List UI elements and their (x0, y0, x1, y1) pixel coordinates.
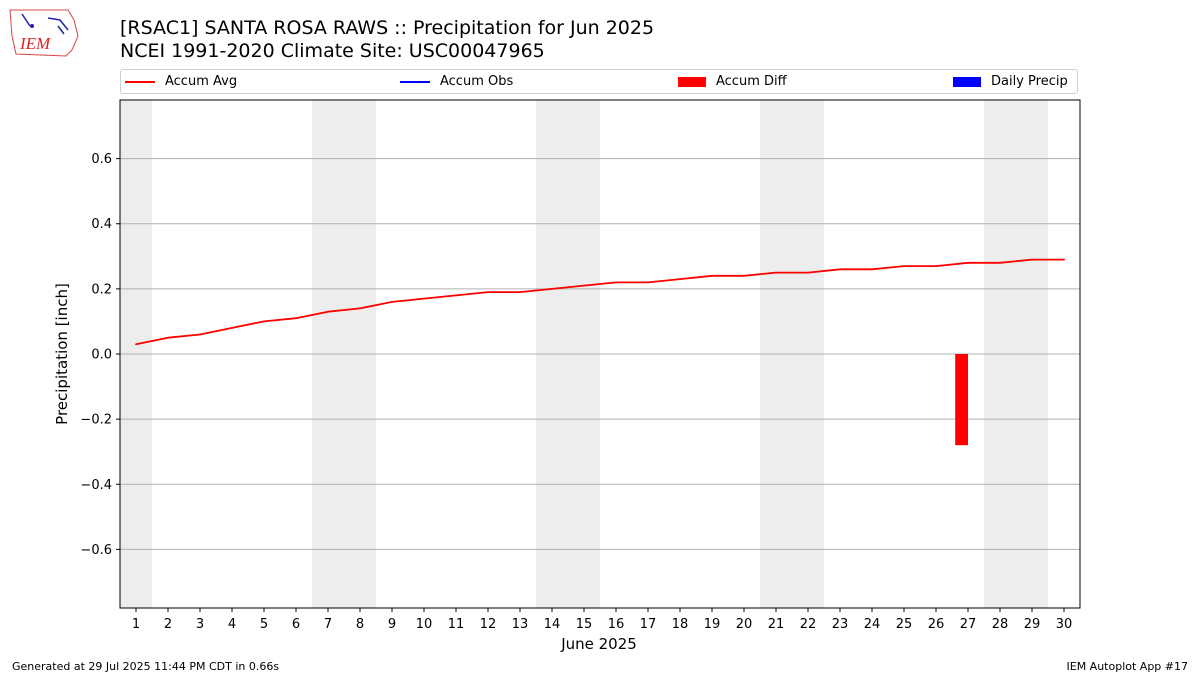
app-credit: IEM Autoplot App #17 (1066, 660, 1189, 673)
accum-avg-point-16 (615, 281, 617, 284)
x-tick-label-12: 12 (480, 617, 497, 632)
logo-text: IEM (19, 34, 51, 53)
x-tick-label-26: 26 (928, 617, 945, 632)
legend-label-accum-avg: Accum Avg (165, 74, 238, 89)
legend-swatch-accum-avg (125, 80, 155, 83)
accum-avg-point-12 (487, 291, 489, 294)
accum-avg-point-30 (1063, 258, 1065, 261)
x-tick-label-29: 29 (1024, 617, 1041, 632)
weekend-shade-2 (536, 100, 600, 608)
legend-item-accum-diff: Accum Diff (678, 70, 787, 93)
iem-logo: IEM (9, 9, 79, 57)
accum-avg-point-28 (999, 261, 1001, 264)
generated-timestamp: Generated at 29 Jul 2025 11:44 PM CDT in… (12, 660, 280, 673)
x-tick-label-22: 22 (800, 617, 817, 632)
legend-label-accum-obs: Accum Obs (440, 74, 514, 89)
x-tick-label-24: 24 (864, 617, 881, 632)
x-tick-label-16: 16 (608, 617, 625, 632)
accum-avg-point-13 (519, 291, 521, 294)
legend-item-daily-precip: Daily Precip (953, 70, 1068, 93)
y-tick-label-6: 0.6 (91, 152, 112, 167)
x-tick-label-8: 8 (356, 617, 364, 632)
accum-avg-point-24 (871, 268, 873, 271)
accum-avg-point-3 (199, 333, 201, 336)
x-tick-label-20: 20 (736, 617, 753, 632)
x-tick-label-5: 5 (260, 617, 268, 632)
x-tick-label-11: 11 (448, 617, 465, 632)
accum-avg-point-21 (775, 271, 777, 274)
x-tick-label-14: 14 (544, 617, 561, 632)
weekend-shade-1 (312, 100, 376, 608)
accum-avg-point-15 (583, 284, 585, 287)
y-tick-label-3: 0.0 (91, 348, 112, 363)
accum-avg-point-19 (711, 274, 713, 277)
weekend-shade-0 (120, 100, 152, 608)
accum-avg-point-25 (903, 265, 905, 267)
y-tick-label-1: −0.4 (80, 478, 112, 493)
x-tick-label-28: 28 (992, 617, 1009, 632)
accum-avg-point-14 (551, 287, 553, 290)
x-tick-label-27: 27 (960, 617, 977, 632)
x-tick-label-7: 7 (324, 617, 332, 632)
x-tick-label-9: 9 (388, 617, 396, 632)
plot-frame (119, 99, 1081, 609)
x-tick-label-15: 15 (576, 617, 593, 632)
accum-diff-bar-0 (955, 354, 968, 446)
legend-item-accum-avg: Accum Avg (125, 70, 237, 93)
accum-avg-point-22 (807, 271, 809, 274)
chart-title: [RSAC1] SANTA ROSA RAWS :: Precipitation… (120, 17, 655, 39)
accum-avg-point-20 (743, 274, 745, 277)
x-tick-label-13: 13 (512, 617, 529, 632)
weekend-shade-3 (760, 100, 824, 608)
weekend-shade-4 (984, 100, 1048, 608)
accum-avg-point-26 (935, 265, 937, 267)
x-tick-label-30: 30 (1056, 617, 1073, 632)
x-axis-label: June 2025 (560, 635, 637, 653)
y-tick-label-0: −0.6 (80, 543, 112, 558)
legend-label-daily-precip: Daily Precip (991, 74, 1068, 89)
accum-avg-point-29 (1031, 258, 1033, 261)
x-tick-label-19: 19 (704, 617, 721, 632)
legend-swatch-accum-diff (678, 76, 706, 87)
accum-avg-point-1 (135, 343, 137, 346)
accum-avg-line (135, 258, 1064, 346)
x-tick-label-21: 21 (768, 617, 785, 632)
legend-swatch-accum-obs (400, 80, 430, 83)
accum-avg-point-23 (839, 268, 841, 271)
legend-swatch-daily-precip (953, 76, 981, 87)
accum-avg-point-7 (327, 310, 329, 313)
y-tick-label-4: 0.2 (91, 282, 112, 297)
y-axis-label: Precipitation [inch] (53, 283, 71, 425)
logo-dot-icon (30, 24, 34, 28)
y-tick-label-2: −0.2 (80, 413, 112, 428)
x-tick-label-25: 25 (896, 617, 913, 632)
accum-avg-point-8 (359, 307, 361, 310)
x-tick-label-18: 18 (672, 617, 689, 632)
x-tick-label-23: 23 (832, 617, 849, 632)
accum-avg-point-18 (679, 278, 681, 281)
accum-avg-point-5 (263, 320, 265, 323)
logo-signal-icon (21, 13, 69, 35)
accum-avg-point-9 (391, 300, 393, 303)
accum-avg-point-4 (231, 327, 233, 329)
x-tick-label-1: 1 (132, 617, 140, 632)
x-tick-label-2: 2 (164, 617, 172, 632)
chart-subtitle: NCEI 1991-2020 Climate Site: USC00047965 (120, 40, 545, 62)
x-tick-label-17: 17 (640, 617, 657, 632)
accum-avg-point-11 (455, 294, 457, 297)
x-tick-label-3: 3 (196, 617, 204, 632)
accum-avg-point-6 (295, 317, 297, 320)
x-tick-label-4: 4 (228, 617, 236, 632)
legend-label-accum-diff: Accum Diff (716, 74, 787, 89)
accum-avg-point-17 (647, 281, 649, 284)
chart-legend: Accum Avg Accum Obs Accum Diff Daily Pre… (120, 69, 1078, 94)
accum-avg-point-10 (423, 297, 425, 300)
legend-item-accum-obs: Accum Obs (400, 70, 513, 93)
x-tick-label-6: 6 (292, 617, 300, 632)
y-tick-label-5: 0.4 (91, 217, 112, 232)
accum-avg-point-27 (967, 261, 969, 264)
x-tick-label-10: 10 (416, 617, 433, 632)
accum-avg-point-2 (167, 336, 169, 339)
